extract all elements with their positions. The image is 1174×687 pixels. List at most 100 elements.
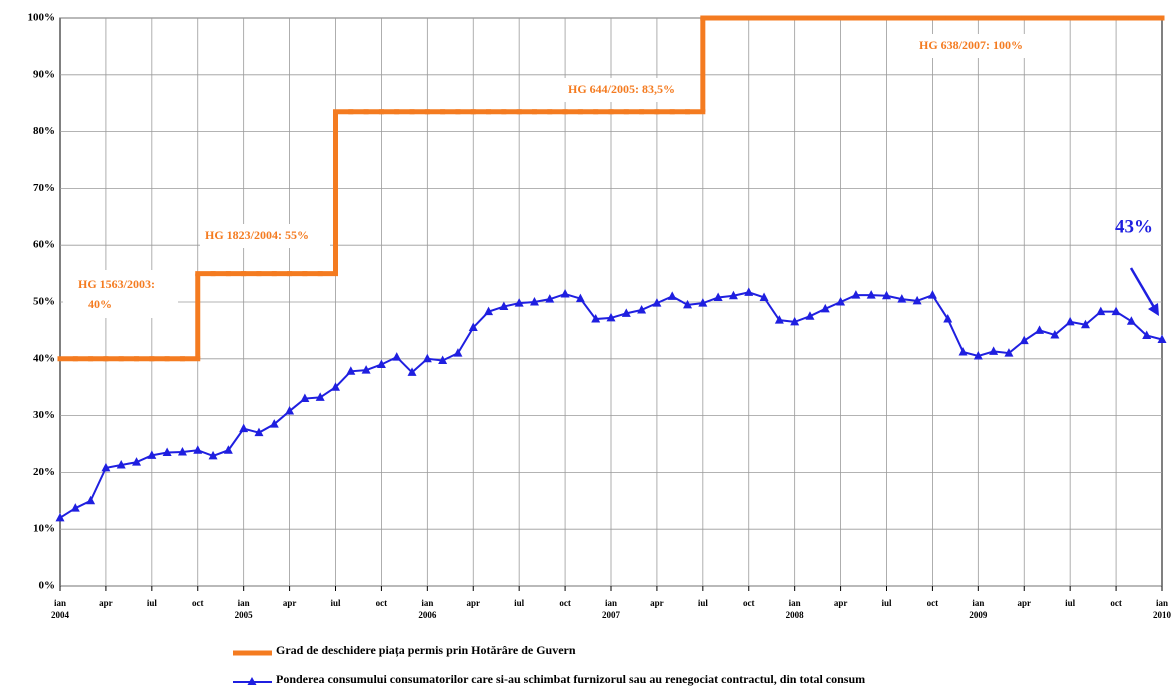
marker (897, 294, 907, 303)
marks (55, 15, 1167, 522)
marker (1080, 319, 1090, 329)
marker (438, 355, 448, 365)
annotation: 43% (1115, 216, 1153, 237)
x-tick-label: oct (1110, 598, 1122, 608)
marker (851, 290, 861, 299)
marker (652, 298, 662, 307)
marker (177, 446, 187, 456)
marker (958, 346, 968, 356)
marker (744, 287, 754, 296)
marker (300, 393, 310, 403)
x-tick-label: iul (698, 598, 709, 608)
marker (866, 290, 876, 299)
marker (239, 423, 249, 433)
x-tick-label: apr (650, 598, 664, 608)
y-tick-label: 90% (33, 68, 55, 80)
x-tick-label: iul (330, 598, 341, 608)
marker (836, 297, 846, 306)
marker (132, 457, 142, 466)
marker (882, 290, 891, 300)
x-year-label: 2007 (602, 610, 621, 620)
marker (943, 314, 953, 323)
marker (116, 460, 126, 469)
marker (101, 462, 111, 472)
annotation: HG 644/2005: 83,5% (568, 82, 675, 96)
marker (1157, 334, 1167, 343)
marker (484, 306, 494, 316)
marker (376, 359, 386, 368)
marker (1065, 316, 1075, 326)
x-tick-label: ian (421, 598, 433, 608)
legend-marker (247, 677, 257, 685)
y-tick-label: 0% (39, 580, 56, 592)
marker (331, 382, 340, 391)
y-tick-label: 70% (33, 182, 55, 194)
marker (683, 299, 693, 309)
x-tick-label: ian (605, 598, 617, 608)
x-tick-label: oct (192, 598, 204, 608)
marker (927, 290, 937, 299)
marker (728, 290, 738, 300)
marker (499, 301, 509, 311)
marker (254, 427, 264, 437)
annotation: HG 1823/2004: 55% (205, 228, 309, 242)
x-tick-label: ian (972, 598, 984, 608)
legend-label: Ponderea consumului consumatorilor care … (276, 672, 865, 686)
x-tick-label: iul (881, 598, 892, 608)
marker (70, 503, 80, 512)
x-tick-label: oct (376, 598, 388, 608)
annotation-box (562, 78, 692, 102)
y-tick-label: 10% (33, 523, 55, 535)
annotation: HG 1563/2003: (78, 277, 155, 291)
x-tick-label: iul (514, 598, 525, 608)
x-year-label: 2009 (969, 610, 988, 620)
annotation-box (63, 270, 178, 318)
x-tick-label: oct (559, 598, 571, 608)
marker (820, 303, 830, 313)
marker (407, 367, 417, 376)
annotation: HG 638/2007: 100% (919, 38, 1023, 52)
marker (86, 495, 96, 505)
marker (759, 292, 769, 301)
marker (529, 297, 539, 306)
marker (805, 311, 815, 320)
marker (514, 298, 524, 307)
annotation-box (200, 224, 330, 248)
marker (193, 445, 203, 454)
marker (545, 294, 555, 303)
marker (162, 447, 172, 457)
marker (269, 419, 279, 428)
x-year-label: 2010 (1153, 610, 1172, 620)
y-tick-label: 30% (33, 409, 55, 421)
marker (223, 445, 233, 454)
annotation-box (912, 34, 1037, 58)
x-tick-label: apr (283, 598, 297, 608)
marker (453, 348, 463, 357)
x-year-label: 2004 (51, 610, 70, 620)
marker (1019, 335, 1029, 345)
marker (912, 295, 922, 305)
marker (790, 316, 800, 326)
x-tick-label: ian (238, 598, 250, 608)
marker (1142, 330, 1152, 340)
marker (575, 293, 585, 303)
marker (147, 450, 157, 459)
x-tick-label: iul (147, 598, 158, 608)
x-tick-label: apr (99, 598, 113, 608)
x-tick-label: apr (1018, 598, 1032, 608)
marker (1126, 316, 1136, 325)
marker (698, 298, 708, 307)
y-tick-label: 50% (33, 296, 55, 308)
marker (361, 365, 371, 374)
marker (713, 292, 723, 301)
marker (315, 392, 325, 401)
legend-label: Grad de deschidere piața permis prin Hot… (276, 643, 576, 658)
marker (422, 353, 432, 363)
y-tick-label: 80% (33, 125, 55, 137)
y-tick-label: 60% (33, 239, 55, 251)
marker (468, 322, 478, 332)
marker (560, 289, 570, 298)
marker (1050, 329, 1060, 339)
marker (606, 312, 616, 322)
